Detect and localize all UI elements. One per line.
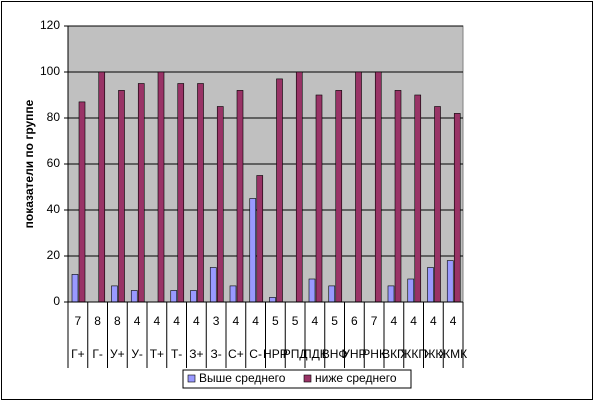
category-count: 8 [114,314,121,328]
x-tick-label: Г- [92,347,103,361]
x-tick-label: РНК [362,347,386,361]
category-count: 4 [450,314,457,328]
y-tick-label: 0 [53,294,60,308]
bar [308,278,316,303]
bar [355,71,362,303]
y-tick-label: 120 [40,18,60,32]
bar [157,71,165,303]
category-count: 4 [233,314,240,328]
legend-swatch [187,374,196,383]
x-tick-label: ПДК [303,347,327,361]
category-count: 4 [312,314,319,328]
y-tick-label: 20 [47,248,61,262]
x-tick-label: Т+ [150,347,164,361]
bar [229,285,237,303]
bar [414,94,422,303]
category-count: 4 [252,314,259,328]
bar [111,285,118,303]
category-count: 5 [272,314,279,328]
bar [236,90,244,303]
category-count: 6 [351,314,358,328]
category-count: 4 [410,314,417,328]
bar [269,297,276,303]
y-tick-label: 40 [47,202,61,216]
bar [453,113,461,303]
bar [216,106,224,303]
legend-box [182,369,412,389]
bar [446,260,454,303]
x-tick-label: РПД [283,347,308,361]
x-tick-label: ВНФ [322,347,348,361]
category-count: 4 [391,314,398,328]
bar [78,101,86,303]
bar [197,83,204,303]
x-tick-label: ЖКП [400,347,427,361]
x-tick-label: ВКП [382,347,406,361]
y-tick-label: 80 [47,110,61,124]
bar [177,83,185,303]
category-count: 4 [430,314,437,328]
bar [394,90,402,303]
legend-label: ниже среднего [315,371,397,385]
x-tick-label: С- [249,347,262,361]
category-count: 4 [134,314,141,328]
bar [137,83,145,303]
category-count: 5 [292,314,299,328]
category-count: 7 [75,314,82,328]
bar [130,290,138,303]
category-count: 5 [331,314,338,328]
x-tick-label: ЖК [424,347,442,361]
y-tick-label: 60 [47,156,61,170]
category-count: 4 [173,314,180,328]
legend-label: Выше среднего [199,371,286,385]
x-tick-label: У+ [110,347,125,361]
bar [276,78,283,303]
bar [295,71,303,303]
category-count: 4 [193,314,200,328]
x-tick-label: НРР [263,347,288,361]
bar [407,278,415,303]
x-tick-label: Г+ [71,347,85,361]
x-tick-label: У- [131,347,143,361]
x-tick-label: ЖМК [439,347,467,361]
bar [328,285,336,303]
bar [387,285,395,303]
y-axis-title: показатели по группе [22,99,36,228]
bar [434,106,441,303]
x-tick-label: Т- [171,347,182,361]
bar [98,71,106,303]
x-tick-label: С+ [228,347,244,361]
x-tick-label: З- [211,347,222,361]
bar [427,267,434,303]
x-tick-label: З+ [189,347,203,361]
bar [249,198,257,303]
category-count: 8 [94,314,101,328]
category-count: 3 [213,314,220,328]
bar [335,90,343,303]
x-tick-label: УНР [342,347,366,361]
category-count: 4 [154,314,161,328]
bar [256,175,264,303]
bar [71,274,79,303]
y-tick-label: 100 [40,64,60,78]
bar [209,267,217,303]
legend-swatch [303,374,312,383]
bar [118,90,125,303]
bar [315,94,323,303]
bar [170,290,178,303]
bar [190,290,197,303]
category-count: 7 [371,314,378,328]
bar [374,71,382,303]
